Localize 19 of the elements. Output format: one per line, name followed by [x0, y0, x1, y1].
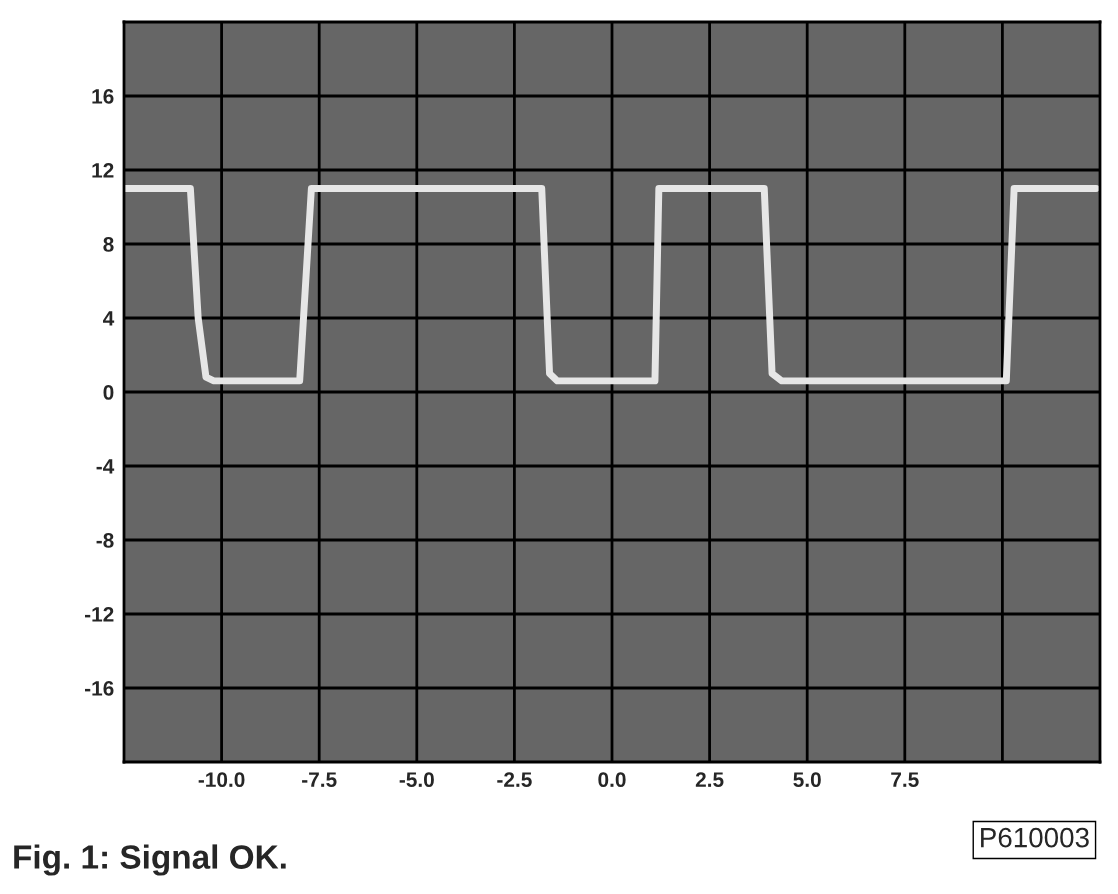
x-tick-label: -7.5 [302, 772, 337, 788]
y-tick-label: 12 [92, 163, 114, 178]
x-tick-label: 2.5 [695, 772, 724, 788]
y-tick-label: -12 [84, 607, 114, 622]
y-tick-label: 0 [103, 385, 114, 400]
x-tick-label: -2.5 [497, 772, 532, 788]
y-tick-label: -16 [84, 681, 114, 696]
y-tick-label: -8 [96, 533, 114, 548]
x-tick-label: 0.0 [598, 772, 626, 788]
x-tick-label: 7.5 [891, 772, 919, 788]
y-tick-label: 4 [103, 311, 115, 326]
caption: Fig. 1: Signal OK. [14, 844, 286, 876]
x-tick-label: 5.0 [793, 772, 821, 788]
x-tick-label: -5.0 [399, 772, 434, 788]
text: P610003 [981, 827, 1089, 848]
y-tick-label: 8 [103, 237, 114, 252]
y-tick-label: 16 [92, 89, 114, 104]
x-tick-label: -10.0 [198, 772, 245, 788]
y-tick-label: -4 [96, 459, 115, 474]
